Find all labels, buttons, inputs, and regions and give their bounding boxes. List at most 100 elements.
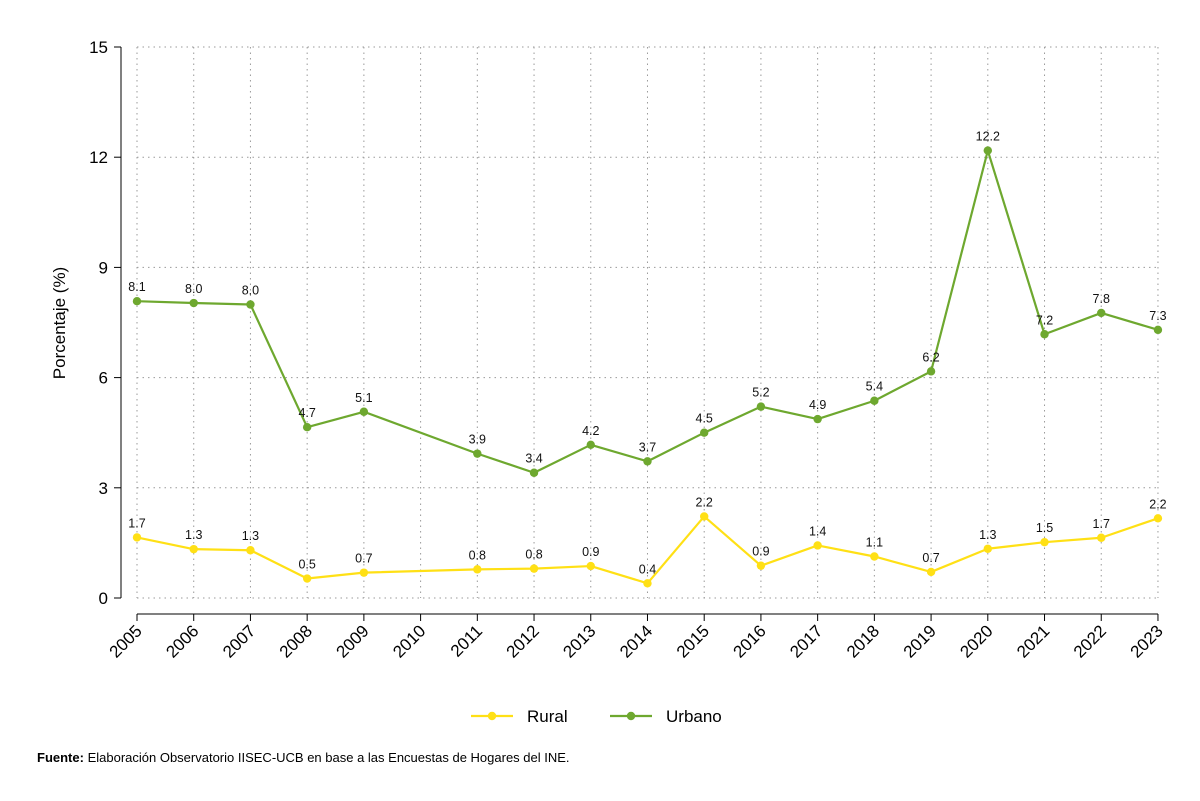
data-point-rural <box>189 544 198 554</box>
series-line-urbano <box>136 149 1159 474</box>
x-tick-label: 2014 <box>616 621 656 661</box>
legend-label-urbano: Urbano <box>666 707 722 726</box>
data-label-urbano: 8.0 <box>185 282 202 296</box>
data-point-rural <box>870 552 879 561</box>
y-tick-label: 15 <box>89 38 108 57</box>
data-point-rural <box>926 567 936 577</box>
data-label-urbano: 4.7 <box>298 406 315 420</box>
data-label-urbano: 3.7 <box>639 440 656 454</box>
data-point-urbano <box>1153 325 1163 335</box>
data-point-rural <box>473 565 482 574</box>
source-label: Fuente: <box>37 750 84 765</box>
y-tick-label: 0 <box>99 589 108 608</box>
x-tick-label: 2006 <box>162 621 202 661</box>
data-label-rural: 1.3 <box>979 528 996 542</box>
data-label-urbano: 12.2 <box>976 130 1000 144</box>
x-tick-label: 2011 <box>447 621 486 660</box>
data-label-urbano: 8.0 <box>242 284 259 298</box>
x-tick-label: 2009 <box>333 621 373 661</box>
data-label-urbano: 5.2 <box>752 386 769 400</box>
data-label-urbano: 3.4 <box>525 452 542 466</box>
data-label-urbano: 7.8 <box>1093 292 1110 306</box>
source-text: Elaboración Observatorio IISEC-UCB en ba… <box>83 750 570 765</box>
data-point-rural <box>643 579 652 588</box>
data-point-rural <box>586 561 595 571</box>
data-point-urbano <box>302 422 312 432</box>
x-tick-label: 2013 <box>559 621 599 661</box>
legend: Rural Urbano <box>471 707 722 726</box>
data-point-urbano <box>246 300 255 309</box>
data-label-rural: 1.7 <box>1093 517 1110 531</box>
data-label-urbano: 3.9 <box>469 433 486 447</box>
data-point-rural <box>983 544 992 553</box>
data-point-urbano <box>870 396 879 405</box>
data-point-urbano <box>529 468 539 477</box>
grid <box>136 46 1159 599</box>
legend-marker-rural <box>487 711 497 721</box>
data-label-urbano: 7.2 <box>1036 313 1053 327</box>
y-tick-label: 3 <box>99 479 108 498</box>
data-point-urbano <box>813 414 822 424</box>
data-point-rural <box>1097 533 1106 542</box>
x-tick-label: 2015 <box>673 621 713 661</box>
data-point-rural <box>756 561 766 570</box>
x-tick-label: 2023 <box>1127 621 1167 661</box>
data-label-urbano: 7.3 <box>1149 309 1166 323</box>
data-label-rural: 1.3 <box>242 529 259 543</box>
data-point-rural <box>246 546 255 555</box>
data-label-rural: 0.8 <box>469 548 486 562</box>
data-point-rural <box>700 512 709 521</box>
legend-marker-urbano <box>626 711 636 721</box>
data-label-rural: 2.2 <box>1149 497 1166 511</box>
data-label-urbano: 5.1 <box>355 391 372 405</box>
data-label-urbano: 4.9 <box>809 398 826 412</box>
data-label-rural: 1.7 <box>128 516 145 530</box>
x-tick-label: 2012 <box>503 621 543 661</box>
x-tick-label: 2021 <box>1013 621 1053 661</box>
x-tick-label: 2017 <box>786 621 826 661</box>
data-point-urbano <box>586 440 595 450</box>
data-point-rural <box>529 564 539 573</box>
series-line-rural <box>136 515 1159 585</box>
y-tick-label: 12 <box>89 148 108 167</box>
data-point-urbano <box>359 407 369 416</box>
x-tick-label: 2008 <box>276 621 316 661</box>
data-point-urbano <box>473 449 482 458</box>
data-point-rural <box>302 574 312 583</box>
source-note: Fuente: Elaboración Observatorio IISEC-U… <box>37 750 570 765</box>
data-label-rural: 1.3 <box>185 528 202 542</box>
data-point-urbano <box>1040 330 1049 339</box>
x-tick-label: 2022 <box>1070 621 1110 661</box>
x-tick-label: 2020 <box>956 621 996 661</box>
x-tick-label: 2010 <box>389 621 429 661</box>
x-tick-label: 2016 <box>730 621 770 661</box>
data-labels: 1.7 1.3 1.3 0.5 0.7 0.8 0.8 0.9 0.4 2.2 0.9 1.4 1.1 0… <box>128 130 1166 577</box>
data-point-rural <box>132 533 142 542</box>
data-point-rural <box>813 541 822 550</box>
data-label-rural: 2.2 <box>696 495 713 509</box>
data-point-rural <box>1040 537 1049 547</box>
data-point-urbano <box>189 298 198 308</box>
y-axis-title: Porcentaje (%) <box>50 267 69 379</box>
data-point-urbano <box>983 146 992 155</box>
data-point-urbano <box>926 367 936 376</box>
x-tick-label: 2007 <box>219 621 259 661</box>
data-point-urbano <box>700 428 709 437</box>
data-label-rural: 0.7 <box>922 551 939 565</box>
data-label-urbano: 5.4 <box>866 380 883 394</box>
data-label-rural: 1.1 <box>866 535 883 549</box>
data-label-rural: 0.4 <box>639 562 656 576</box>
data-label-rural: 0.8 <box>525 548 542 562</box>
data-label-rural: 1.5 <box>1036 521 1053 535</box>
y-tick-label: 9 <box>99 258 108 277</box>
data-point-urbano <box>643 457 652 466</box>
data-label-rural: 0.9 <box>582 545 599 559</box>
data-point-urbano <box>756 402 766 411</box>
data-label-rural: 1.4 <box>809 524 826 538</box>
data-label-rural: 0.7 <box>355 552 372 566</box>
x-tick-label: 2018 <box>843 621 883 661</box>
data-point-rural <box>1153 514 1163 523</box>
y-tick-label: 6 <box>99 369 108 388</box>
data-point-rural <box>359 568 369 577</box>
